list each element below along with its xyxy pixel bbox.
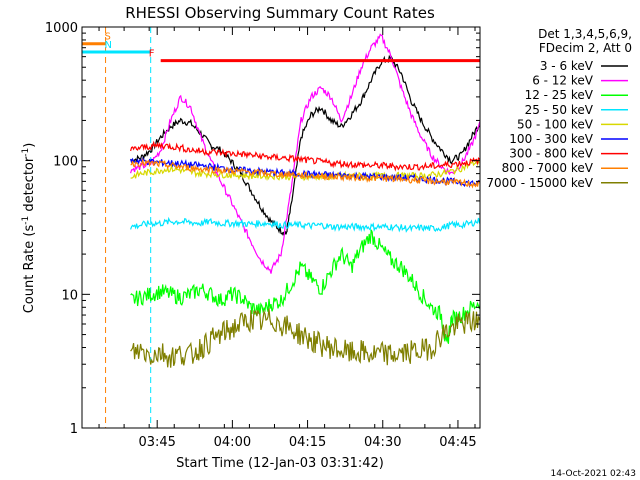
legend-label-50-100-kev: 50 - 100 keV — [517, 117, 594, 131]
flag-label-f: F — [149, 49, 155, 60]
y-tick-label: 1 — [70, 422, 78, 437]
y-axis-label-sup2: -1 — [21, 148, 31, 157]
legend-label-3-6-kev: 3 - 6 keV — [540, 59, 594, 73]
legend-label-25-50-kev: 25 - 50 keV — [525, 103, 594, 117]
y-tick-label: 100 — [53, 155, 78, 170]
series-line-25-50-kev — [130, 216, 480, 233]
flag-label-n: N — [104, 40, 111, 51]
legend-header-line-1: Det 1,3,4,5,6,9, — [538, 27, 632, 41]
legend-label-100-300-kev: 100 - 300 keV — [509, 132, 593, 146]
series-line-800-7000-kev — [130, 157, 480, 189]
legend-label-800-7000-kev: 800 - 7000 keV — [502, 161, 594, 175]
y-axis-label-end: ) — [22, 143, 37, 148]
series-line-12-25-kev — [130, 229, 480, 344]
plot-area — [82, 27, 480, 428]
y-axis: 1 10 100 1000 — [45, 21, 480, 437]
legend-label-300-800-kev: 300 - 800 keV — [509, 147, 593, 161]
y-axis-label-mid: detector — [22, 156, 37, 216]
series-line-3-6-kev — [130, 54, 480, 236]
series-line-300-800-kev — [130, 140, 480, 172]
chart-title: RHESSI Observing Summary Count Rates — [125, 4, 435, 22]
y-tick-label: 1000 — [45, 21, 78, 36]
x-tick-label: 04:30 — [364, 435, 401, 450]
x-axis: 03:45 04:00 04:15 04:30 04:45 — [98, 27, 477, 450]
series-line-6-12-kev — [130, 33, 480, 274]
y-axis-label: Count Rate (s-1 detector-1) — [21, 143, 37, 314]
legend-label-7000-15000-kev: 7000 - 15000 keV — [486, 176, 593, 190]
y-tick-label: 10 — [61, 288, 78, 303]
legend-header-line-2: FDecim 2, Att 0 — [539, 41, 632, 55]
x-tick-label: 04:15 — [289, 435, 326, 450]
plot-frame — [81, 26, 481, 429]
y-axis-label-sup1: -1 — [21, 216, 31, 225]
x-tick-label: 04:45 — [439, 435, 476, 450]
legend-label-6-12-kev: 6 - 12 keV — [532, 74, 594, 88]
legend-label-12-25-kev: 12 - 25 keV — [525, 88, 594, 102]
series-line-50-100-kev — [130, 158, 480, 182]
x-tick-label: 03:45 — [138, 435, 175, 450]
footer-timestamp: 14-Oct-2021 02:43 — [551, 469, 636, 479]
series-line-7000-15000-kev — [130, 308, 480, 368]
legend: Det 1,3,4,5,6,9, FDecim 2, Att 0 3 - 6 k… — [486, 27, 632, 190]
y-axis-label-main: Count Rate (s — [22, 225, 37, 314]
x-tick-label: 04:00 — [214, 435, 251, 450]
x-axis-label: Start Time (12-Jan-03 03:31:42) — [176, 456, 384, 471]
flag-label-s: S — [104, 32, 110, 43]
